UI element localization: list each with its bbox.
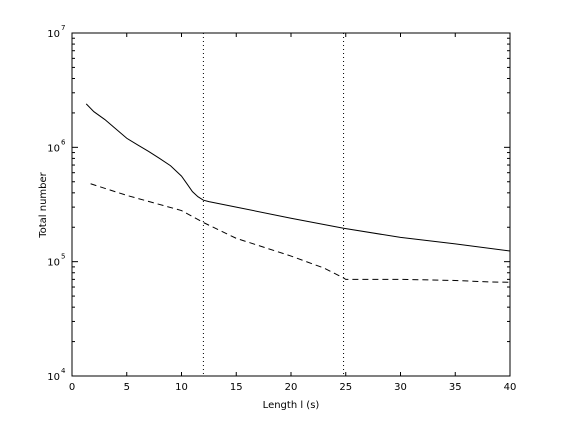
x-axis-label: Length l (s): [263, 400, 320, 411]
x-axis-ticks: 0 5 10 15 20 25 30 35 40: [69, 33, 517, 393]
x-tick-label: 5: [124, 382, 130, 393]
y-tick-label-base: 10: [47, 372, 60, 383]
y-tick-label-base: 10: [47, 29, 60, 40]
y-tick-label-base: 10: [47, 143, 60, 154]
y-tick-label-exponent: 4: [61, 367, 66, 375]
x-tick-label: 0: [69, 382, 75, 393]
series-lines: [85, 103, 511, 283]
series-line-1-solid: [85, 103, 511, 252]
plot-frame: [71, 32, 511, 377]
y-tick-label-exponent: 7: [61, 24, 65, 32]
x-tick-label: 30: [394, 382, 407, 393]
y-tick-label-exponent: 6: [61, 138, 66, 146]
x-tick-label: 25: [339, 382, 352, 393]
y-tick-label-exponent: 5: [61, 253, 65, 261]
x-tick-label: 20: [285, 382, 298, 393]
series-line-2-dashed: [90, 183, 511, 283]
x-tick-label: 15: [230, 382, 243, 393]
x-tick-label: 40: [504, 382, 517, 393]
x-tick-label: 10: [175, 382, 188, 393]
y-tick-label-base: 10: [47, 258, 60, 269]
y-axis-label: Total number: [38, 171, 49, 238]
x-tick-label: 35: [449, 382, 462, 393]
